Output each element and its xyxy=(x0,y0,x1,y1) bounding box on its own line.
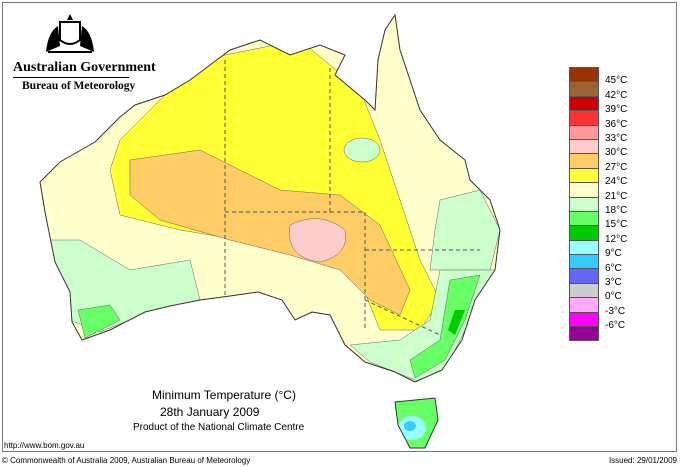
map-frame xyxy=(2,2,677,452)
legend-label: 0°C xyxy=(605,291,622,303)
legend-label: 42°C xyxy=(605,89,628,101)
map-product: Product of the National Climate Centre xyxy=(133,422,305,433)
government-label: Australian Government xyxy=(13,60,156,75)
state-borders xyxy=(224,60,480,336)
legend-swatch xyxy=(569,225,599,241)
legend-swatch xyxy=(569,182,599,198)
map-title: Minimum Temperature (°C) xyxy=(152,388,296,402)
legend-label: 12°C xyxy=(605,233,628,245)
legend-swatch xyxy=(569,239,599,256)
bureau-label: Bureau of Meteorology xyxy=(22,80,136,92)
legend-label: 15°C xyxy=(605,219,628,231)
legend-label: 21°C xyxy=(605,190,628,202)
legend-swatch xyxy=(569,210,599,227)
legend-swatch xyxy=(569,326,599,342)
tasmania-outline xyxy=(394,397,439,449)
legend-label: 30°C xyxy=(605,147,628,159)
legend-label: -6°C xyxy=(605,320,626,332)
region-tasmania-6-9 xyxy=(404,421,416,431)
legend-swatch xyxy=(569,282,599,299)
region-15-18 xyxy=(409,274,481,379)
bom-url-link[interactable]: http://www.bom.gov.au xyxy=(4,441,85,450)
legend-label: 6°C xyxy=(605,262,622,274)
legend-swatch xyxy=(569,81,599,97)
legend-swatch xyxy=(569,153,599,169)
legend-label: 3°C xyxy=(605,277,622,288)
legend-label: 45°C xyxy=(605,75,628,87)
legend-swatch xyxy=(569,95,599,112)
legend-swatch xyxy=(569,124,599,140)
legend-swatch xyxy=(569,67,599,83)
legend-label: 9°C xyxy=(605,248,622,260)
region-15-18-west xyxy=(77,304,121,339)
legend-label: 24°C xyxy=(605,176,628,188)
coat-of-arms-logo xyxy=(46,14,94,53)
legend-swatch xyxy=(569,110,599,126)
legend-label: 27°C xyxy=(605,161,628,173)
legend-label: 39°C xyxy=(605,104,628,116)
legend-label: -3°C xyxy=(605,305,626,317)
legend-swatch xyxy=(569,254,599,270)
legend-swatch xyxy=(569,196,599,212)
legend-swatch xyxy=(569,297,599,313)
region-12-15 xyxy=(448,310,465,335)
legend-swatch xyxy=(569,167,599,184)
header-divider xyxy=(13,77,129,78)
issued-date: Issued: 29/01/2009 xyxy=(608,456,677,465)
region-30-33 xyxy=(289,218,346,263)
legend-swatch xyxy=(569,138,599,155)
legend-label: 33°C xyxy=(605,133,628,144)
map-date: 28th January 2009 xyxy=(160,405,260,419)
legend-label: 18°C xyxy=(605,205,628,216)
legend-swatch xyxy=(569,311,599,328)
legend-swatch xyxy=(569,268,599,284)
legend: 45°C 42°C 39°C 36°C 33°C 30°C 27°C 24°C 21°C 18°C… xyxy=(569,67,627,342)
region-27-30 xyxy=(129,149,411,316)
copyright: © Commonwealth of Australia 2009, Austra… xyxy=(2,456,251,465)
legend-label: 36°C xyxy=(605,118,628,130)
region-18-21-qld xyxy=(343,137,381,163)
